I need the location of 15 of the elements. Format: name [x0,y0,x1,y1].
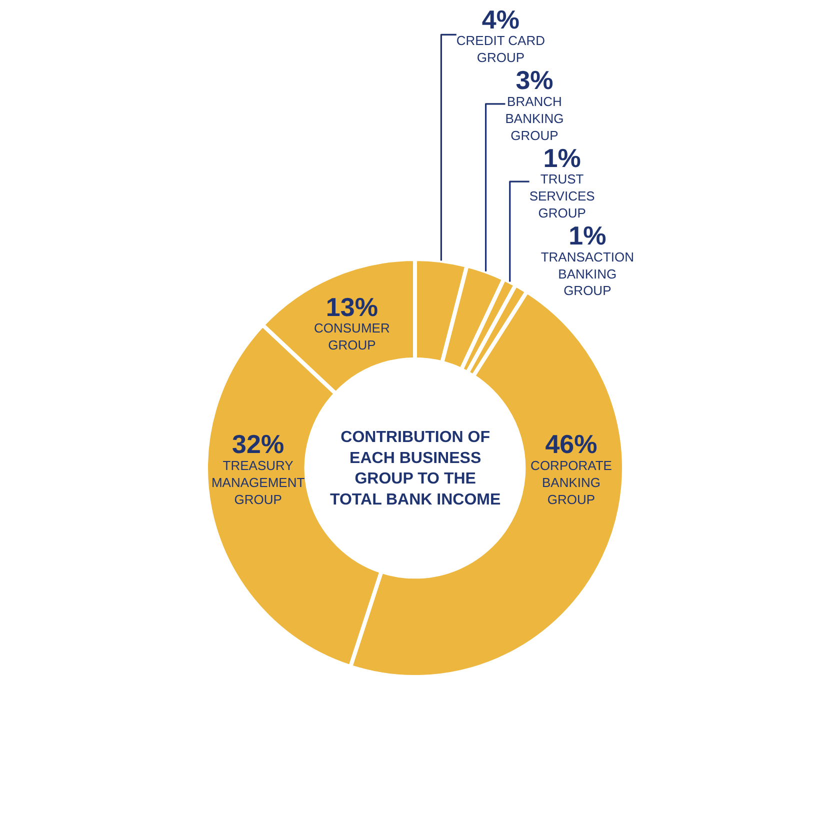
slice-label: TREASURY MANAGEMENT GROUP [211,458,305,507]
text: CONTRIBUTION OF EACH BUSINESS GROUP TO THE TOTAL BANK INCOME [330,429,501,508]
slice-label: CREDIT CARD GROUP [456,33,546,66]
data-label: 32% [232,429,284,460]
slice-label: TRANSACTION BANKING GROUP [540,249,634,298]
data-label: 13% [326,292,378,322]
data-label: 46% [545,429,598,460]
slice-label: CORPORATE BANKING GROUP [530,458,612,507]
slice-label: BRANCH BANKING GROUP [505,94,564,143]
data-label: 3% [516,65,554,96]
slice-label: TRUST SERVICES GROUP [529,172,596,220]
data-label: 4% [482,4,520,34]
data-label: 1% [568,220,606,250]
slice-label: CONSUMER GROUP [314,320,390,353]
data-label: 1% [543,142,581,173]
